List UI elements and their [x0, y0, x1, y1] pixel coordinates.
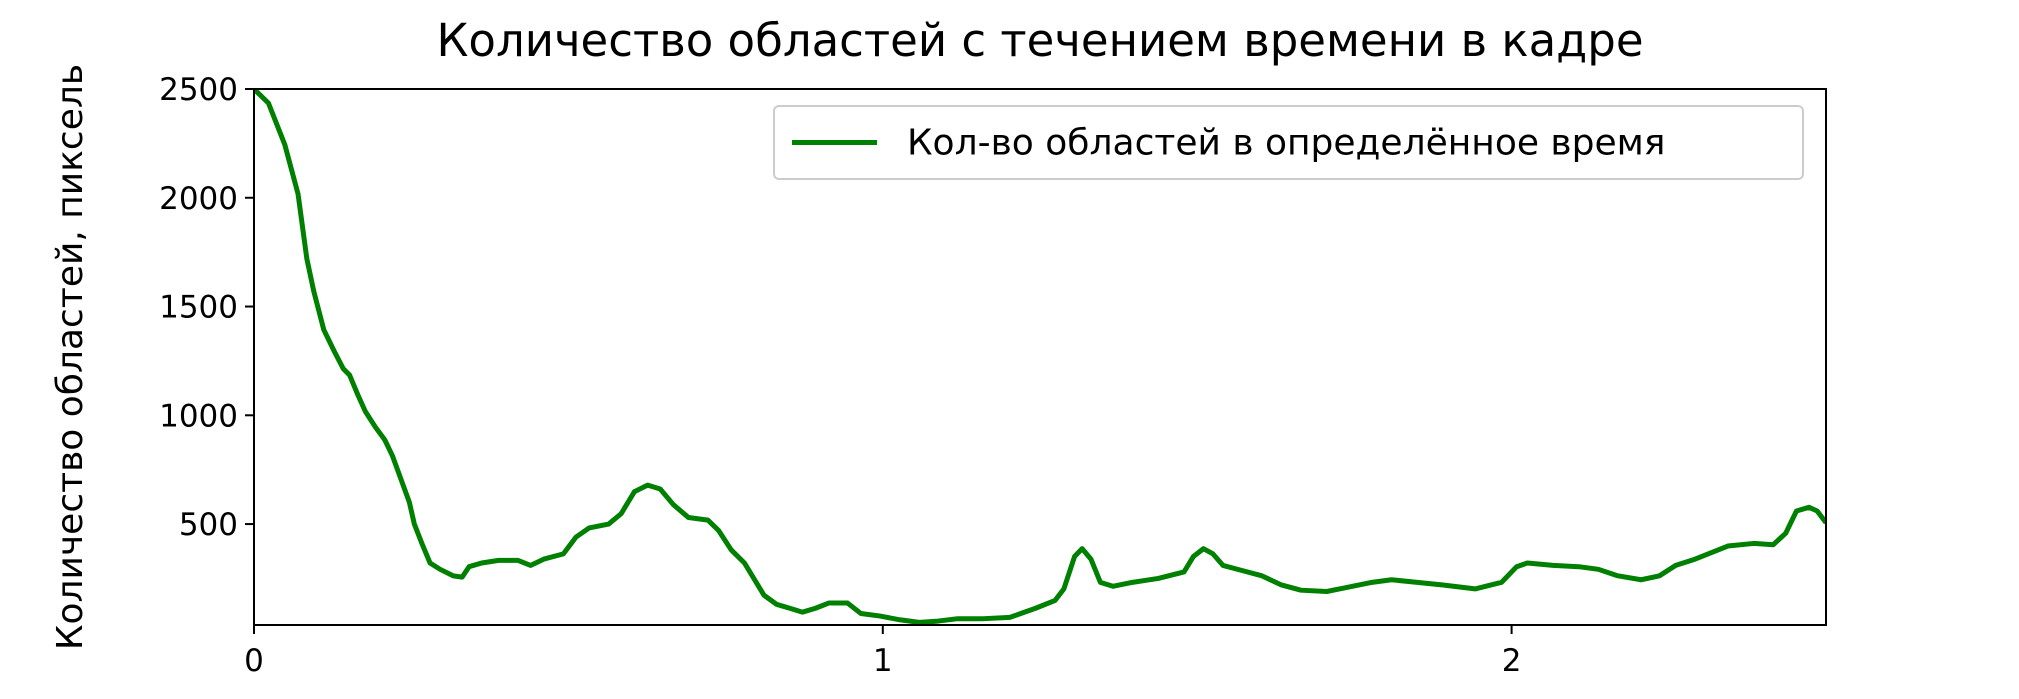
y-tick-label: 500 — [179, 507, 238, 543]
x-tick-label: 0 — [244, 643, 264, 679]
y-tick-label: 2000 — [159, 181, 238, 217]
chart-title: Количество областей с течением времени в… — [436, 14, 1643, 67]
x-tick-label: 1 — [873, 643, 893, 679]
y-tick-label: 1000 — [159, 398, 238, 434]
plot-frame — [253, 88, 1827, 626]
legend-label: Кол-во областей в определённое время — [907, 123, 1665, 164]
y-tick-label: 1500 — [159, 290, 238, 326]
y-axis-label: Количество областей, пиксель — [50, 64, 91, 650]
data-line — [254, 89, 1826, 625]
legend-box — [773, 105, 1804, 180]
y-tick-label: 2500 — [159, 72, 238, 108]
x-tick-label: 2 — [1502, 643, 1522, 679]
